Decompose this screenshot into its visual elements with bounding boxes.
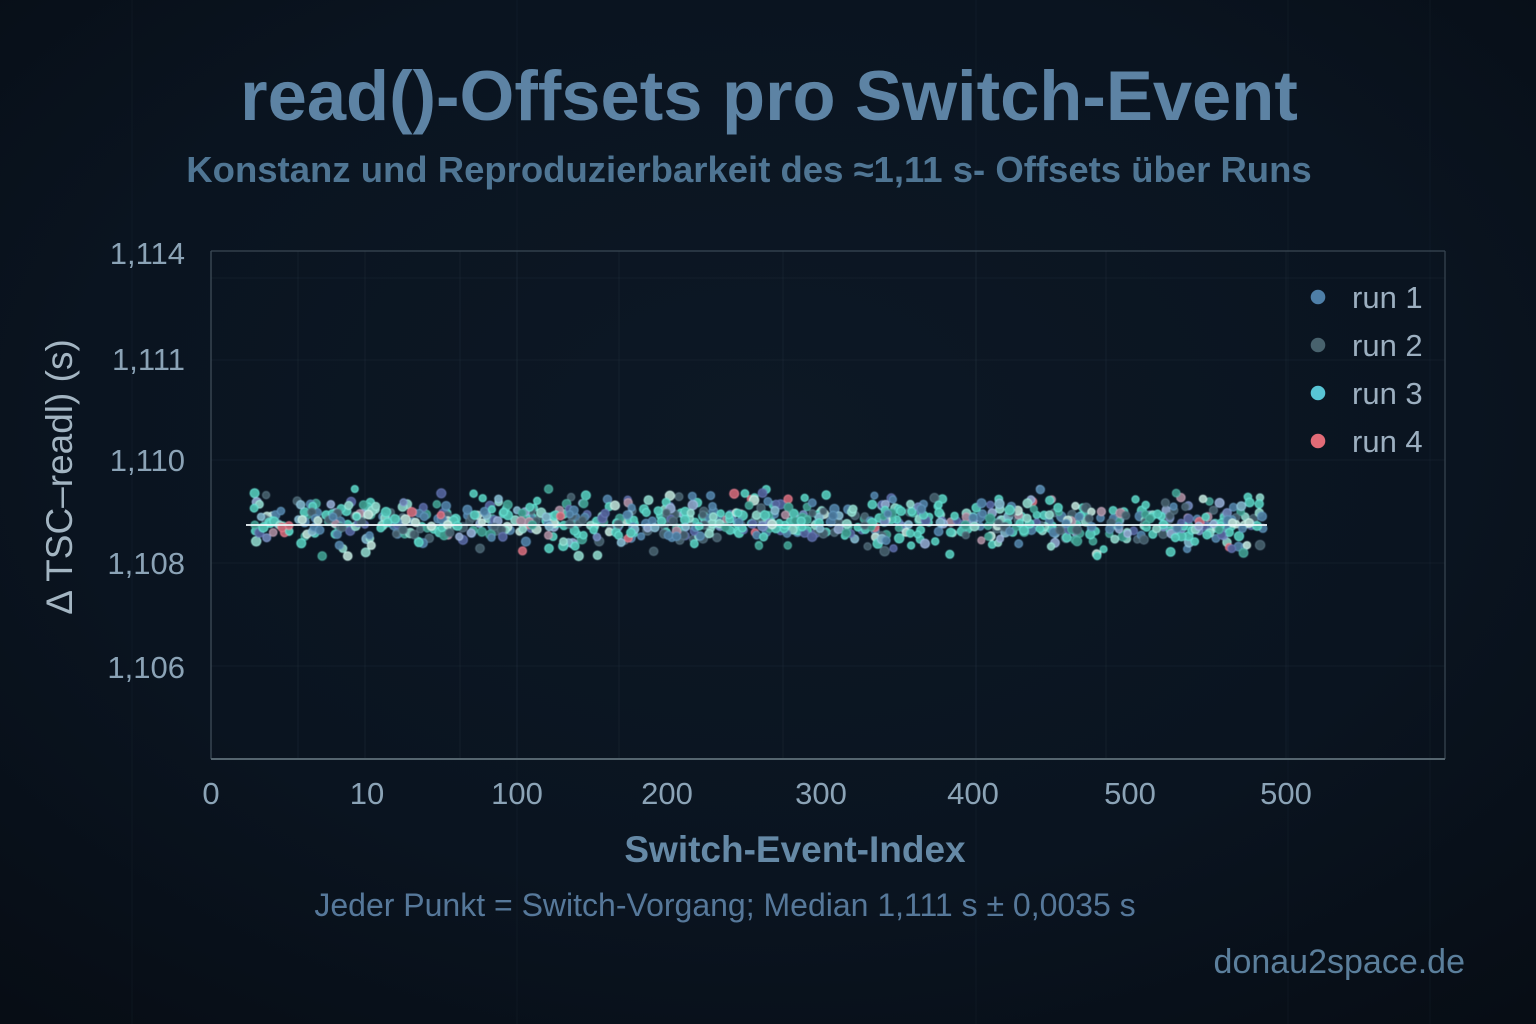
svg-text:200: 200 (641, 776, 693, 811)
svg-text:1,114: 1,114 (110, 236, 185, 271)
svg-text:100: 100 (491, 776, 543, 811)
svg-text:read()-Offsets pro Switch-Even: read()-Offsets pro Switch-Event (240, 56, 1298, 135)
svg-text:1,106: 1,106 (107, 650, 185, 685)
svg-text:Δ TSC–readl) (s): Δ TSC–readl) (s) (39, 339, 80, 615)
svg-text:run 2: run 2 (1352, 328, 1423, 363)
svg-text:donau2space.de: donau2space.de (1214, 943, 1465, 981)
svg-text:Jeder Punkt = Switch-Vorgang;: Jeder Punkt = Switch-Vorgang; Median 1,1… (314, 887, 1135, 923)
svg-text:1,110: 1,110 (110, 443, 185, 478)
svg-text:run 3: run 3 (1352, 376, 1423, 411)
svg-text:500: 500 (1260, 776, 1312, 811)
svg-text:0: 0 (202, 776, 219, 811)
svg-text:run 4: run 4 (1352, 424, 1423, 459)
svg-text:Konstanz und Reproduzierbarkei: Konstanz und Reproduzierbarkeit des ≈1,1… (186, 149, 1311, 190)
svg-text:Switch-Event-Index: Switch-Event-Index (624, 829, 966, 870)
svg-text:500: 500 (1104, 776, 1156, 811)
svg-text:1,108: 1,108 (107, 546, 185, 581)
svg-text:run 1: run 1 (1352, 280, 1423, 315)
svg-text:1,111: 1,111 (112, 342, 185, 377)
svg-text:400: 400 (947, 776, 999, 811)
svg-text:300: 300 (795, 776, 847, 811)
svg-text:10: 10 (350, 776, 384, 811)
